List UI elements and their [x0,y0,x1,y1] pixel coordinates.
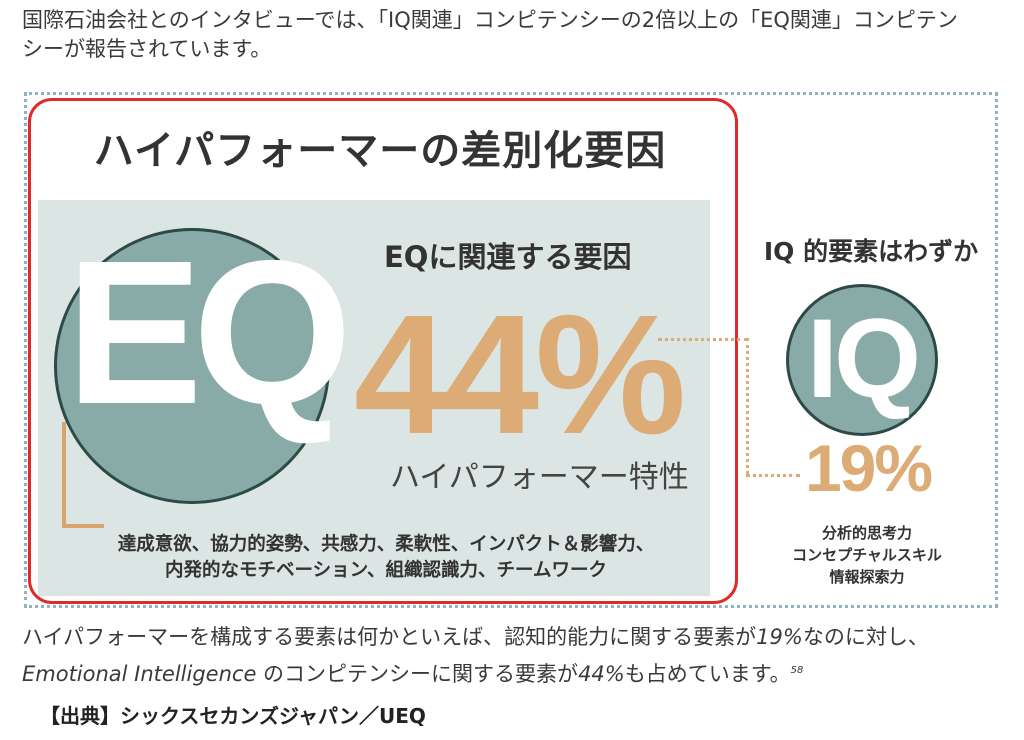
summary-ei-term: Emotional Intelligence [22,662,257,686]
iq-percent: 19% [804,431,933,505]
eq-factor-list: 達成意欲、協力的姿勢、共感力、柔軟性、インパクト＆影響力、 内発的なモチベーショ… [76,532,696,584]
summary-line1-a: ハイパフォーマーを構成する要素は何かといえば、認知的能力に関する要素が [22,625,757,649]
eq-factor-line-2: 内発的なモチベーション、組織認識力、チームワーク [165,560,607,581]
iq-letters: IQ [806,296,921,421]
intro-line-1: 国際石油会社とのインタビューでは、「IQ関連」コンピテンシーの2倍以上の「EQ関… [22,8,958,32]
connector-line-iq [746,474,800,477]
iq-heading: IQ 的要素はわずか [763,237,979,266]
summary-line2-b: のコンピテンシーに関する要素が [256,662,579,686]
summary-eq-percent: 44% [578,662,625,686]
iq-factor-1: 分析的思考力 [821,524,912,542]
eq-bracket [62,422,104,528]
connector-line [658,338,748,341]
source-citation: 【出典】シックスセカンズジャパン／UEQ [40,704,426,728]
iq-factor-list: 分析的思考力 コンセプチャルスキル 情報探索力 [762,522,972,588]
iq-factor-2: コンセプチャルスキル [792,546,942,564]
eq-factor-line-1: 達成意欲、協力的姿勢、共感力、柔軟性、インパクト＆影響力、 [117,534,655,555]
panel-title: ハイパフォーマーの差別化要因 [93,128,667,174]
eq-letters: EQ [66,218,352,447]
footnote-ref: 58 [790,665,804,676]
dotted-frame [24,92,998,608]
summary-line1-c: なのに対し、 [802,625,929,649]
iq-circle [786,284,938,436]
summary-text: ハイパフォーマーを構成する要素は何かといえば、認知的能力に関する要素が19%なの… [22,620,1012,691]
eq-circle [54,228,330,504]
summary-line2-d: も占めています。 [624,662,791,686]
eq-trait-label: ハイパフォーマー特性 [390,460,689,495]
iq-factor-3: 情報探索力 [829,568,905,586]
connector-line-vertical [746,338,749,474]
eq-box: EQ EQに関連する要因 44% ハイパフォーマー特性 達成意欲、協力的姿勢、共… [38,200,710,596]
intro-line-2: シーが報告されています。 [22,37,272,61]
intro-text: 国際石油会社とのインタビューでは、「IQ関連」コンピテンシーの2倍以上の「EQ関… [22,6,1002,64]
eq-subtitle: EQに関連する要因 [384,240,632,274]
summary-iq-percent: 19% [756,625,803,649]
eq-percent: 44% [354,280,686,470]
